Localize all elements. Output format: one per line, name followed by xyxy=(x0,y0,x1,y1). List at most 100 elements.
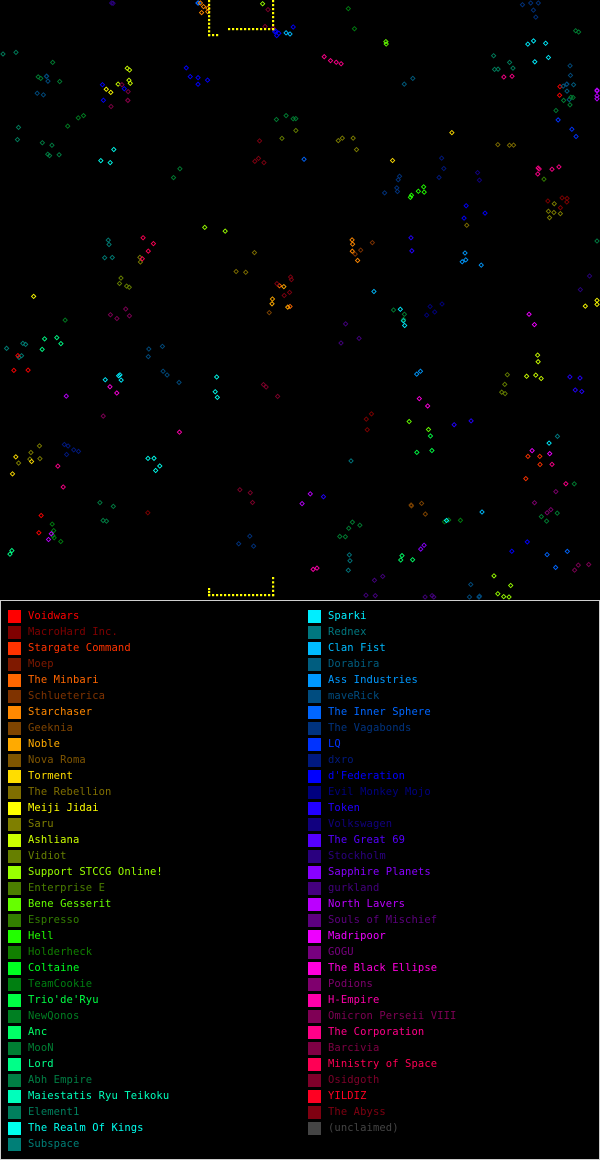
star-system[interactable] xyxy=(100,413,107,419)
star-system[interactable] xyxy=(401,81,408,87)
star-system[interactable] xyxy=(421,189,427,195)
star-system[interactable] xyxy=(62,317,68,323)
star-system[interactable] xyxy=(269,301,275,307)
star-system[interactable] xyxy=(97,499,103,506)
star-system[interactable] xyxy=(276,30,282,37)
star-system[interactable] xyxy=(11,367,17,374)
star-system[interactable] xyxy=(468,418,474,424)
star-system[interactable] xyxy=(559,195,565,201)
star-system[interactable] xyxy=(274,393,281,400)
star-system[interactable] xyxy=(22,341,29,348)
star-system[interactable] xyxy=(408,235,414,241)
star-system[interactable] xyxy=(546,214,553,221)
star-system[interactable] xyxy=(544,551,550,558)
star-system[interactable] xyxy=(410,75,416,82)
star-system[interactable] xyxy=(495,590,501,597)
star-system[interactable] xyxy=(116,280,123,287)
star-system[interactable] xyxy=(474,169,481,176)
star-system[interactable] xyxy=(345,567,352,573)
star-system[interactable] xyxy=(187,73,193,80)
star-system[interactable] xyxy=(541,176,547,182)
star-system[interactable] xyxy=(105,237,112,243)
star-system[interactable] xyxy=(108,103,114,110)
star-system[interactable] xyxy=(347,557,353,564)
star-system[interactable] xyxy=(274,280,280,287)
star-system[interactable] xyxy=(75,115,82,121)
star-system[interactable] xyxy=(572,387,579,393)
star-system[interactable] xyxy=(333,59,339,65)
star-system[interactable] xyxy=(401,322,408,329)
star-system[interactable] xyxy=(534,352,541,358)
star-system[interactable] xyxy=(564,199,570,205)
star-system[interactable] xyxy=(152,467,159,474)
star-system[interactable] xyxy=(150,240,157,247)
star-system[interactable] xyxy=(451,421,457,428)
star-system[interactable] xyxy=(108,89,114,96)
star-system[interactable] xyxy=(427,303,433,310)
star-system[interactable] xyxy=(429,447,435,454)
star-system[interactable] xyxy=(532,59,538,65)
star-system[interactable] xyxy=(99,82,106,88)
star-system[interactable] xyxy=(526,311,532,317)
star-system[interactable] xyxy=(560,97,567,104)
star-system[interactable] xyxy=(466,594,473,600)
star-system[interactable] xyxy=(45,536,52,543)
star-system[interactable] xyxy=(237,486,243,493)
star-system[interactable] xyxy=(459,259,465,265)
star-system[interactable] xyxy=(39,139,46,146)
star-system[interactable] xyxy=(287,31,293,37)
star-system[interactable] xyxy=(463,202,469,209)
star-system[interactable] xyxy=(533,14,539,20)
star-system[interactable] xyxy=(107,384,113,390)
star-system[interactable] xyxy=(159,343,166,350)
star-system[interactable] xyxy=(100,97,107,104)
star-system[interactable] xyxy=(75,448,82,455)
star-system[interactable] xyxy=(114,390,120,396)
star-system[interactable] xyxy=(594,238,600,244)
star-system[interactable] xyxy=(41,336,48,342)
star-system[interactable] xyxy=(98,157,104,164)
star-system[interactable] xyxy=(399,552,405,559)
star-system[interactable] xyxy=(417,368,424,375)
star-system[interactable] xyxy=(176,379,182,386)
star-system[interactable] xyxy=(252,158,258,165)
star-system[interactable] xyxy=(50,532,56,539)
star-system[interactable] xyxy=(45,78,51,84)
star-system[interactable] xyxy=(431,309,438,315)
star-system[interactable] xyxy=(137,259,144,265)
star-system[interactable] xyxy=(39,346,45,353)
star-system[interactable] xyxy=(354,257,361,264)
star-system[interactable] xyxy=(139,256,146,262)
star-system[interactable] xyxy=(364,426,371,433)
star-system[interactable] xyxy=(35,74,41,80)
star-system[interactable] xyxy=(201,224,208,231)
star-system[interactable] xyxy=(195,81,201,88)
star-system[interactable] xyxy=(36,530,42,536)
star-system[interactable] xyxy=(338,340,344,346)
star-system[interactable] xyxy=(283,30,289,36)
star-system[interactable] xyxy=(507,582,514,589)
star-system[interactable] xyxy=(235,540,242,547)
star-system[interactable] xyxy=(501,74,507,80)
star-system[interactable] xyxy=(531,321,538,328)
star-system[interactable] xyxy=(495,141,501,148)
star-system[interactable] xyxy=(49,142,55,149)
star-system[interactable] xyxy=(109,254,116,261)
star-system[interactable] xyxy=(538,513,545,520)
star-system[interactable] xyxy=(247,490,254,496)
star-system[interactable] xyxy=(423,312,430,318)
star-system[interactable] xyxy=(111,146,117,153)
star-system[interactable] xyxy=(422,594,428,600)
star-system[interactable] xyxy=(502,390,508,397)
star-system[interactable] xyxy=(463,222,470,228)
star-system[interactable] xyxy=(18,353,25,359)
star-system[interactable] xyxy=(439,301,445,307)
star-system[interactable] xyxy=(555,117,561,123)
star-system[interactable] xyxy=(102,376,109,383)
star-system[interactable] xyxy=(256,138,263,144)
star-system[interactable] xyxy=(338,61,344,67)
star-system[interactable] xyxy=(449,129,455,136)
star-system[interactable] xyxy=(49,59,56,66)
star-system[interactable] xyxy=(461,215,467,221)
star-system[interactable] xyxy=(557,210,564,217)
